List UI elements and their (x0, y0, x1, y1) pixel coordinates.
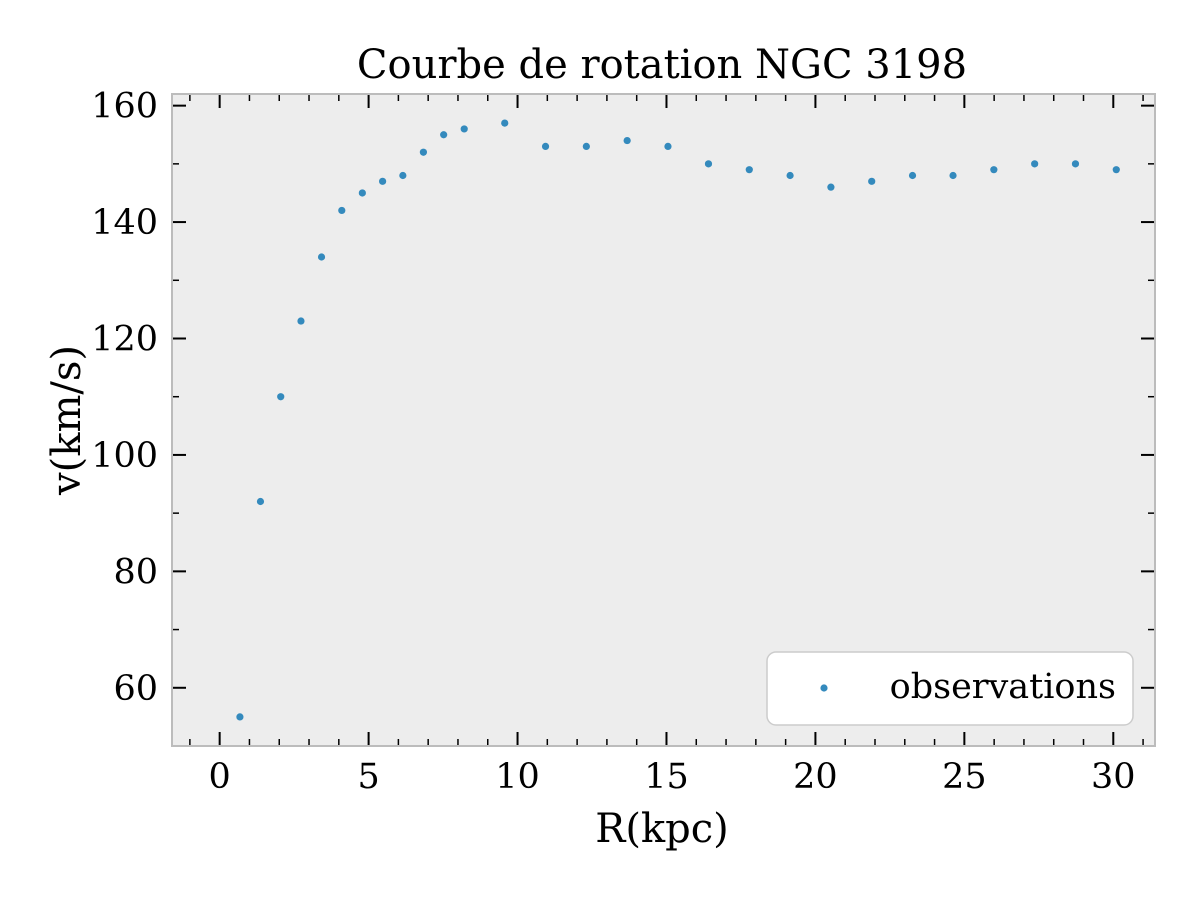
x-tick-label: 20 (793, 757, 838, 797)
data-point (745, 166, 753, 174)
chart-title: Courbe de rotation NGC 3198 (357, 42, 967, 88)
data-point (460, 125, 468, 133)
x-tick-labels: 0 5 10 15 20 25 30 (209, 757, 1136, 797)
legend-box (766, 651, 1134, 726)
data-point (664, 142, 672, 150)
data-point (827, 183, 835, 191)
minor-ticks (172, 94, 1155, 747)
data-point (236, 713, 244, 721)
data-point (990, 166, 998, 174)
y-tick-label: 80 (113, 552, 158, 592)
y-tick-labels: 60 80 100 120 140 160 (91, 87, 158, 709)
data-points (236, 119, 1120, 721)
x-tick-label: 25 (942, 757, 987, 797)
data-point (501, 119, 509, 127)
plot-area (172, 94, 1155, 746)
legend-label: observations (890, 667, 1116, 707)
major-ticks (172, 94, 1155, 746)
x-tick-label: 15 (644, 757, 689, 797)
x-axis-label: R(kpc) (595, 806, 729, 852)
y-tick-label: 120 (91, 320, 158, 360)
y-tick-label: 140 (91, 203, 158, 243)
data-point (582, 142, 590, 150)
plot-frame (171, 93, 1156, 747)
data-point (338, 206, 346, 215)
data-point (317, 253, 326, 261)
y-axis-label: v(km/s) (44, 345, 90, 496)
y-tick-label: 160 (91, 87, 158, 127)
legend: observations (766, 651, 1134, 726)
data-point (908, 171, 917, 180)
data-point (358, 189, 366, 197)
data-point (623, 136, 631, 145)
data-point (949, 171, 957, 180)
data-point (379, 177, 387, 185)
data-point (868, 177, 876, 185)
x-tick-label: 0 (209, 757, 231, 797)
legend-marker (820, 684, 828, 692)
x-tick-label: 5 (357, 757, 379, 797)
data-point (786, 171, 794, 180)
data-point (440, 131, 448, 139)
data-point (297, 317, 305, 325)
y-tick-label: 100 (91, 436, 158, 476)
data-point (1071, 160, 1080, 168)
x-tick-label: 30 (1091, 757, 1136, 797)
data-point (277, 393, 285, 401)
data-point (541, 142, 550, 150)
x-tick-label: 10 (495, 757, 540, 797)
data-point (704, 160, 713, 168)
data-point (256, 497, 265, 506)
data-point (1112, 166, 1120, 174)
data-point (399, 171, 407, 180)
y-tick-label: 60 (113, 669, 158, 709)
data-point (1031, 160, 1039, 168)
data-point (419, 148, 428, 156)
